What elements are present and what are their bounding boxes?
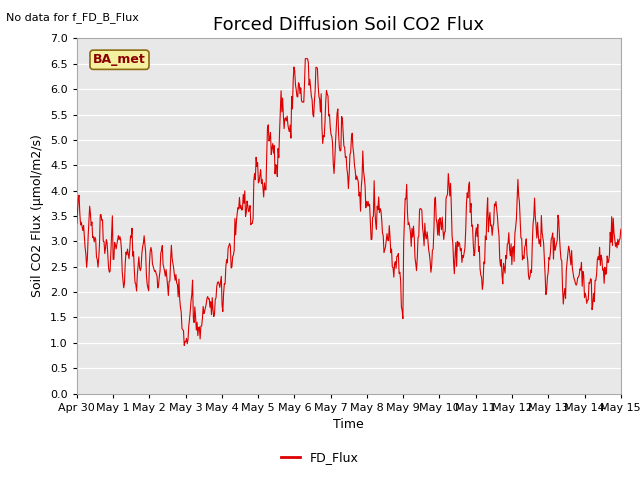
X-axis label: Time: Time [333, 418, 364, 431]
Legend: FD_Flux: FD_Flux [276, 446, 364, 469]
Text: No data for f_FD_B_Flux: No data for f_FD_B_Flux [6, 12, 140, 23]
Y-axis label: Soil CO2 Flux (μmol/m2/s): Soil CO2 Flux (μmol/m2/s) [31, 134, 44, 298]
Text: BA_met: BA_met [93, 53, 146, 66]
Title: Forced Diffusion Soil CO2 Flux: Forced Diffusion Soil CO2 Flux [213, 16, 484, 34]
